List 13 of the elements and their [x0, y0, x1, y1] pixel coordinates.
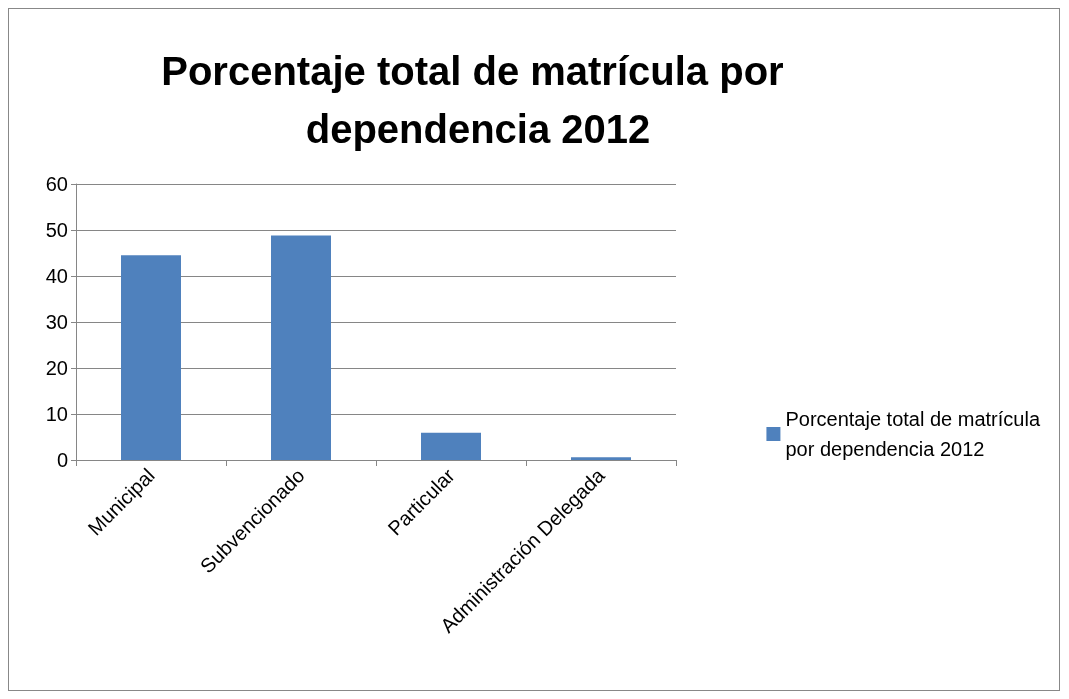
y-tick-label: 40	[45, 265, 68, 287]
bar	[121, 255, 181, 460]
y-tick-label: 30	[45, 311, 68, 333]
y-tick-label: 10	[45, 403, 68, 425]
bar	[421, 432, 481, 460]
bar	[271, 235, 331, 460]
y-tick-label: 60	[45, 173, 68, 195]
chart-title: Porcentaje total de matrícula por dependencia 2012	[161, 49, 795, 151]
y-tick-label: 0	[56, 449, 68, 471]
y-tick-label: 20	[45, 357, 68, 379]
bar	[571, 457, 631, 460]
legend-label: Porcentaje total de matrícula por dependencia 2012	[785, 408, 1041, 460]
y-tick-label: 50	[45, 219, 68, 241]
